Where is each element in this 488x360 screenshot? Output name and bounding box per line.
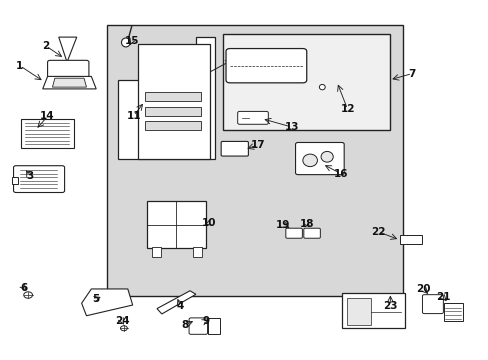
FancyBboxPatch shape [144,121,201,130]
Text: 18: 18 [299,219,313,229]
Text: 10: 10 [202,218,216,228]
FancyBboxPatch shape [237,111,268,124]
FancyBboxPatch shape [443,303,462,321]
FancyBboxPatch shape [189,318,207,334]
Text: 19: 19 [276,220,290,230]
FancyBboxPatch shape [12,177,18,184]
FancyBboxPatch shape [47,60,89,78]
FancyBboxPatch shape [225,49,306,83]
Polygon shape [59,37,77,62]
FancyBboxPatch shape [144,93,201,102]
Ellipse shape [121,38,130,47]
FancyBboxPatch shape [152,247,161,257]
FancyBboxPatch shape [207,318,220,334]
Ellipse shape [302,154,317,167]
Text: 9: 9 [202,316,209,326]
FancyBboxPatch shape [341,293,404,328]
Text: 21: 21 [435,292,449,302]
Text: 2: 2 [42,41,50,51]
Text: 15: 15 [124,36,139,46]
Text: 23: 23 [382,301,397,311]
Text: 4: 4 [176,301,183,311]
Polygon shape [42,76,96,89]
Text: 5: 5 [92,294,100,303]
Ellipse shape [24,292,32,298]
FancyBboxPatch shape [399,235,421,244]
Polygon shape [157,291,196,314]
Text: 11: 11 [126,111,141,121]
FancyBboxPatch shape [137,44,210,158]
Text: 14: 14 [40,111,55,121]
FancyBboxPatch shape [346,298,370,325]
FancyBboxPatch shape [147,202,205,248]
Text: 7: 7 [407,68,415,78]
Polygon shape [81,289,132,316]
FancyBboxPatch shape [285,228,302,238]
Ellipse shape [319,85,325,90]
FancyBboxPatch shape [222,33,389,130]
Text: 13: 13 [285,122,299,132]
Text: 24: 24 [114,316,129,326]
Text: 16: 16 [333,168,347,179]
Text: 20: 20 [415,284,430,294]
Text: 17: 17 [250,140,265,150]
Text: 1: 1 [16,61,23,71]
FancyBboxPatch shape [303,228,320,238]
Polygon shape [52,78,86,87]
Ellipse shape [120,326,127,331]
FancyBboxPatch shape [193,247,202,257]
Text: 3: 3 [26,171,33,181]
Text: 8: 8 [181,320,188,330]
FancyBboxPatch shape [144,107,201,116]
Polygon shape [118,37,215,158]
FancyBboxPatch shape [107,24,402,296]
FancyBboxPatch shape [21,119,74,148]
FancyBboxPatch shape [221,141,248,156]
Text: 6: 6 [20,283,28,293]
Ellipse shape [321,152,332,162]
FancyBboxPatch shape [295,143,344,175]
FancyBboxPatch shape [14,166,64,193]
FancyBboxPatch shape [422,295,443,314]
Text: 22: 22 [370,227,385,237]
Text: 12: 12 [340,104,354,114]
